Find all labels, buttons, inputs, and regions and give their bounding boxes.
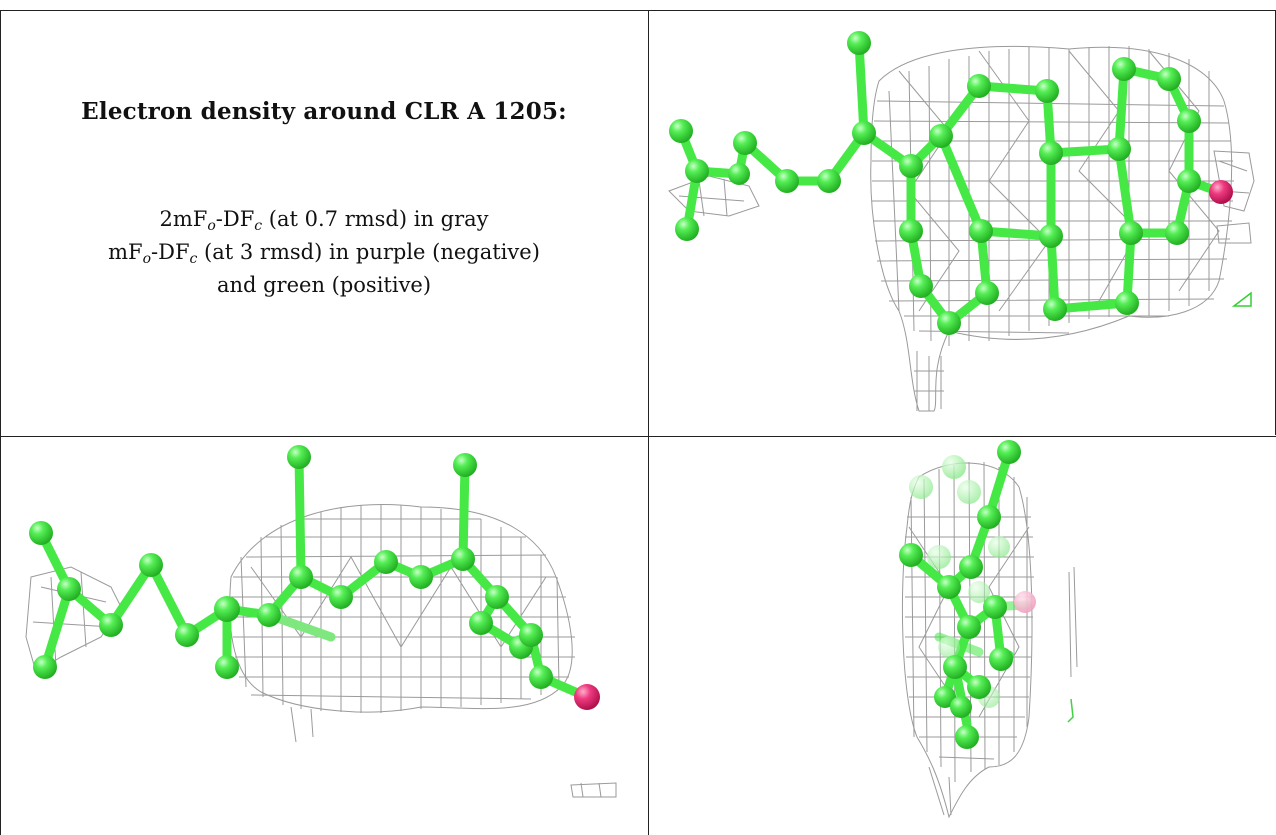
density-view-top-right [668,31,1255,412]
density-view-bottom-left [25,445,617,798]
caption-description: 2mFo-DFc (at 0.7 rmsd) in gray mFo-DFc (… [0,203,648,302]
caption-line-fofc: mFo-DFc (at 3 rmsd) in purple (negative) [108,240,540,267]
density-view-bottom-right [899,440,1078,819]
grid-border-top [0,10,1276,11]
density-mesh-fofc-positive [1067,698,1074,723]
cholesterol-atoms [669,31,1233,335]
caption-line-2fofc: 2mFo-DFc (at 0.7 rmsd) in gray [159,207,489,234]
grid-border-left [0,10,1,835]
cholesterol-atoms [899,440,1036,749]
grid-divider-vertical [648,10,649,835]
density-mesh-fofc-positive [1231,291,1252,307]
caption-panel: Electron density around CLR A 1205: 2mFo… [0,0,648,436]
caption-line-positive: and green (positive) [216,273,432,297]
cholesterol-atoms [29,445,600,710]
grid-divider-horizontal [0,436,1276,437]
caption-title: Electron density around CLR A 1205: [81,98,567,125]
